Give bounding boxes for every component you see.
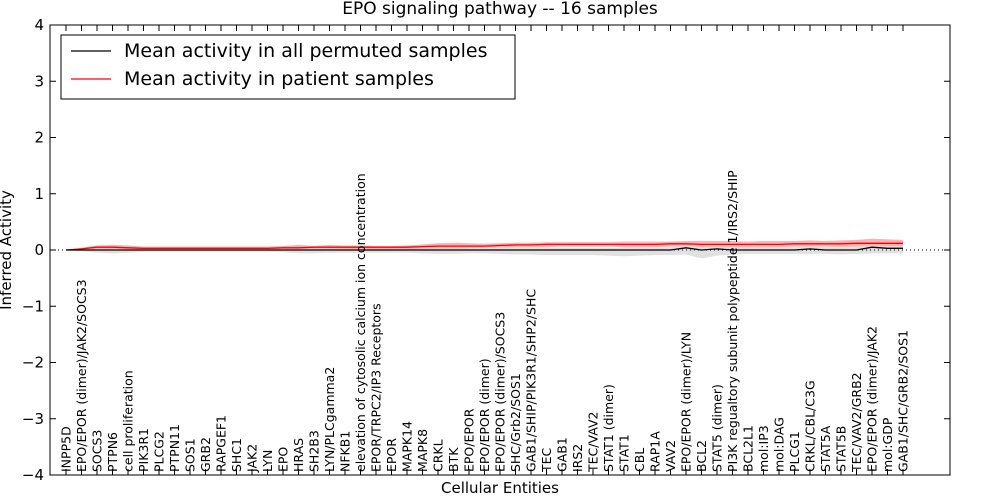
x-tick-label: TEC [539,447,554,473]
legend-label-permuted: Mean activity in all permuted samples [124,40,487,62]
x-tick-label: mol:DAG [772,417,787,472]
x-tick-label: INPP5D [59,426,74,472]
x-tick-label: PIK3R1 [136,428,151,472]
x-tick-label: EPOR [384,438,399,472]
x-tick-label: HRAS [291,438,306,472]
x-tick-label: CRKL [431,439,446,472]
y-tick-label: 2 [34,129,44,147]
x-tick-label: GAB1/SHC/GRB2/SOS1 [896,330,911,472]
x-tick-label: IRS2 [570,444,585,472]
legend-label-patient: Mean activity in patient samples [124,68,434,90]
legend: Mean activity in all permuted samples Me… [60,34,516,100]
x-tick-label: STAT5B [834,426,849,472]
legend-box [60,34,516,100]
x-axis: INPP5D EPO/EPOR (dimer)/JAK2/SOCS3 SOCS3 PT… [59,25,911,475]
x-tick-label: EPO/EPOR (dimer)/SOCS3 [493,312,508,472]
x-tick-label: mol:GDP [880,417,895,472]
series-line-permuted [66,246,903,251]
x-tick-label: PLCG1 [787,431,802,472]
x-tick-label: PTPN6 [105,432,120,472]
x-tick-label: PTPN11 [167,424,182,472]
x-tick-label: RAP1A [648,431,663,472]
x-tick-label: PLCG2 [152,431,167,472]
x-tick-label: STAT5 (dimer) [710,384,725,472]
x-tick-label: SOS1 [183,438,198,472]
x-tick-label: BTK [446,447,461,472]
y-axis-label: Inferred Activity [0,190,15,310]
x-tick-label: LYN [260,450,275,472]
x-tick-label: elevation of cytosolic calcium ion conce… [353,173,368,472]
x-tick-label: BCL2 [694,440,709,472]
x-tick-label: EPO/EPOR (dimer)/JAK2/SOCS3 [74,279,89,472]
x-tick-label: VAV2 [663,440,678,472]
x-tick-label: TEC/VAV2/GRB2 [849,372,864,473]
x-tick-label: SHC/Grb2/SOS1 [508,373,523,472]
y-tick-label: −1 [22,297,44,315]
x-tick-label: STAT1 [617,434,632,472]
x-tick-label: GAB1/SHIP/PIK3R1/SHP2/SHC [524,289,539,472]
x-tick-label: SH2B3 [307,430,322,472]
x-tick-label: EPO/EPOR [462,408,477,472]
x-tick-label: EPO/EPOR (dimer)/LYN [679,332,694,472]
x-tick-label: mol:IP3 [756,425,771,472]
series-lines [65,242,903,251]
x-tick-label: EPO/EPOR (dimer)/JAK2 [865,326,880,472]
x-tick-label: STAT5A [818,425,833,472]
y-tick-label: −3 [22,410,44,428]
x-tick-label: MAPK14 [400,421,415,472]
x-tick-label: GAB1 [555,437,570,472]
x-tick-label: MAPK8 [415,429,430,472]
x-tick-label: CRKL/CBL/C3G [803,380,818,472]
x-tick-label: STAT1 (dimer) [601,384,616,472]
x-tick-label: LYN/PLCgamma2 [322,367,337,472]
x-tick-label: RAPGEF1 [214,415,229,472]
x-tick-label: BCL2L1 [741,425,756,472]
x-axis-label: Cellular Entities [441,479,559,497]
y-axis: −4 −3 −2 −1 0 1 2 3 4 [22,16,950,484]
x-tick-label: cell proliferation [121,370,136,472]
x-tick-label: SHC1 [229,438,244,472]
series-line-patient [65,242,903,251]
x-tick-label: TEC/VAV2 [586,412,601,473]
x-tick-label: NFKB1 [338,431,353,472]
x-tick-label: EPO/EPOR (dimer) [477,358,492,472]
x-tick-label: GRB2 [198,437,213,472]
x-tick-label: SOCS3 [90,430,105,472]
y-tick-label: 4 [34,16,44,34]
y-tick-label: 3 [34,72,44,90]
patient-spread-band [66,238,903,250]
y-tick-label: 0 [34,241,44,259]
y-tick-label: −2 [22,354,44,372]
x-tick-label: EPO [276,447,291,472]
x-tick-label: EPOR/TRPC2/IP3 Receptors [369,303,384,472]
y-tick-label: −4 [22,466,44,484]
chart-title: EPO signaling pathway -- 16 samples [342,0,658,19]
x-tick-label: CBL [632,448,647,472]
y-tick-label: 1 [34,185,44,203]
x-tick-label: PI3K regualtory subunit polypeptide 1/IR… [725,170,740,472]
x-tick-label: JAK2 [245,444,260,473]
